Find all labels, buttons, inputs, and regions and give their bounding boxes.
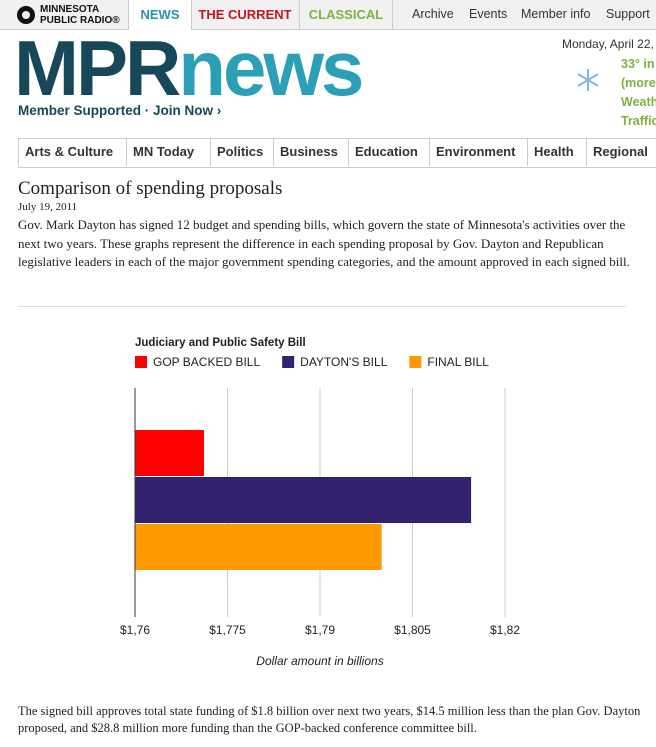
weather-line[interactable]: Weath [621,95,656,109]
tab[interactable]: NEWS [128,0,192,30]
top-link[interactable]: Events [469,7,508,21]
top-link[interactable]: Archive [412,7,454,21]
article-date: July 19, 2011 [18,201,78,213]
section-link[interactable]: Politics [210,138,269,166]
section-link[interactable]: Education [348,138,424,166]
bar [135,430,205,476]
x-tick-label: $1,79 [305,623,335,637]
section-link[interactable]: Business [273,138,344,166]
legend-swatch [409,356,422,368]
section-link[interactable]: Arts & Culture [18,138,119,166]
section-nav [18,138,656,168]
brand-mpr: MPR [14,24,181,112]
x-tick-label: $1,82 [490,623,520,637]
logo-line: MINNESOTA [40,4,100,15]
legend-label: GOP BACKED BILL [153,355,260,369]
member-link[interactable]: Member Supported · Join Now › [18,103,222,118]
section-link[interactable]: MN Today [126,138,200,166]
legend-swatch [282,356,295,368]
chart-title: Judiciary and Public Safety Bill [135,337,306,349]
x-tick-label: $1,76 [120,623,150,637]
article-title: Comparison of spending proposals [18,178,283,199]
weather-line: 33° in [621,57,655,71]
top-bar: MINNESOTA PUBLIC RADIO® NEWS THE CURRENT … [0,0,656,30]
bar [135,477,472,523]
x-axis-label: Dollar amount in billions [256,654,383,668]
top-link[interactable]: Member info [521,7,591,21]
section-link[interactable]: Regional [586,138,654,166]
article-intro: Gov. Mark Dayton has signed 12 budget an… [18,217,630,269]
logo-text: MINNESOTA PUBLIC RADIO® [40,4,120,26]
legend-swatch [135,356,147,368]
chart: Judiciary and Public Safety Bill Dollar … [120,337,520,668]
x-tick-label: $1,775 [209,623,246,637]
weather-icon [577,69,599,91]
brand-news: news [178,24,364,112]
date: Monday, April 22, [562,37,654,51]
legend-label: DAYTON'S BILL [300,355,388,369]
section-link[interactable]: Health [527,138,580,166]
article-footer: The signed bill approves total state fun… [18,704,641,735]
bar [135,524,382,570]
tab[interactable]: THE CURRENT [191,0,300,29]
weather: 33° in (more Weath Traffic [621,55,656,131]
top-link[interactable]: Support [606,7,650,21]
x-tick-label: $1,805 [394,623,431,637]
section-link[interactable]: Environment [429,138,521,166]
tab[interactable]: CLASSICAL [300,0,393,29]
weather-line[interactable]: Traffic [621,114,656,128]
divider [18,306,626,307]
logo-icon [17,6,35,24]
legend-label: FINAL BILL [427,355,489,369]
logo-line: PUBLIC RADIO® [40,15,120,26]
weather-line[interactable]: (more [621,76,656,90]
brand[interactable]: MPRnews [14,28,364,108]
